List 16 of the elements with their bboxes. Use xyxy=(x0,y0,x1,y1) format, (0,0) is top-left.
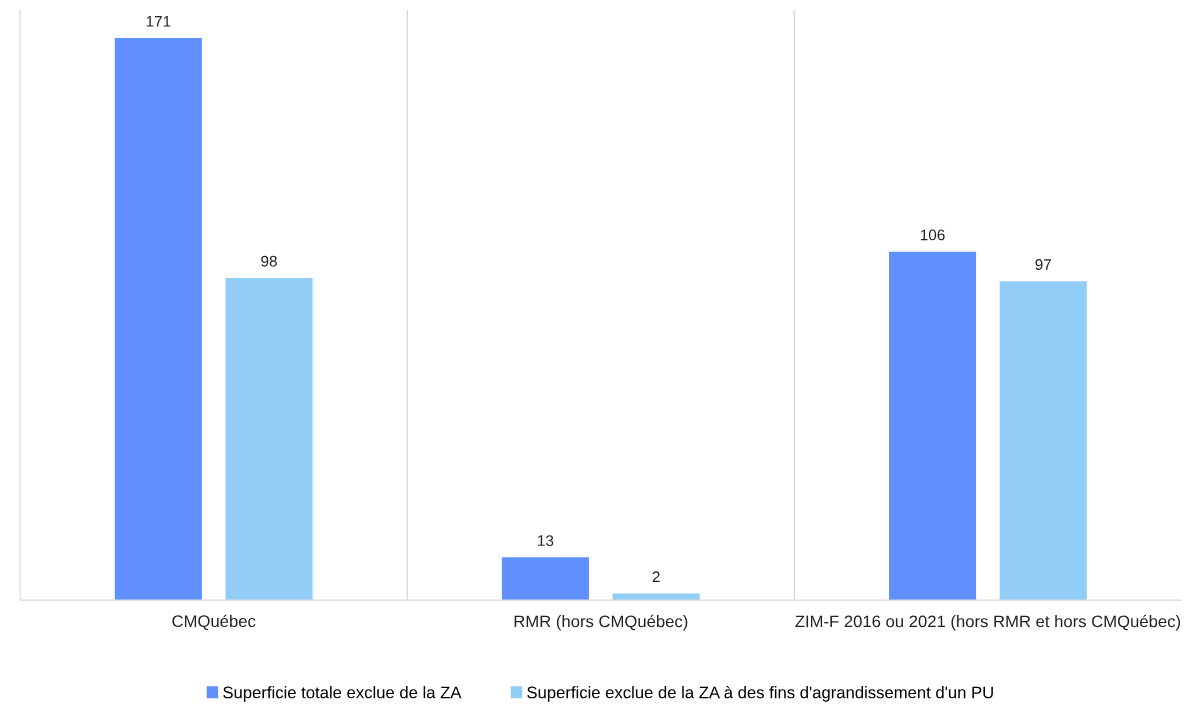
bar xyxy=(225,277,313,601)
x-tick-label: RMR (hors CMQuébec) xyxy=(514,614,688,631)
x-tick-label: CMQuébec xyxy=(172,614,256,631)
data-label: 98 xyxy=(261,255,277,267)
legend-label: Superficie exclue de la ZA à des fins d'agrandissement d'un PU xyxy=(527,685,993,702)
bar xyxy=(501,557,589,601)
data-label: 2 xyxy=(652,571,660,583)
x-tick-label: ZIM-F 2016 ou 2021 (hors RMR et hors CMQuébec) xyxy=(795,614,1180,631)
bar xyxy=(888,251,977,601)
data-label: 171 xyxy=(146,16,171,27)
data-label: 13 xyxy=(538,535,554,546)
data-label: 106 xyxy=(920,229,945,241)
bar xyxy=(114,38,202,601)
data-label: 97 xyxy=(1035,259,1051,270)
legend-label: Superficie totale exclue de la ZA xyxy=(223,686,462,702)
bar xyxy=(999,281,1087,601)
